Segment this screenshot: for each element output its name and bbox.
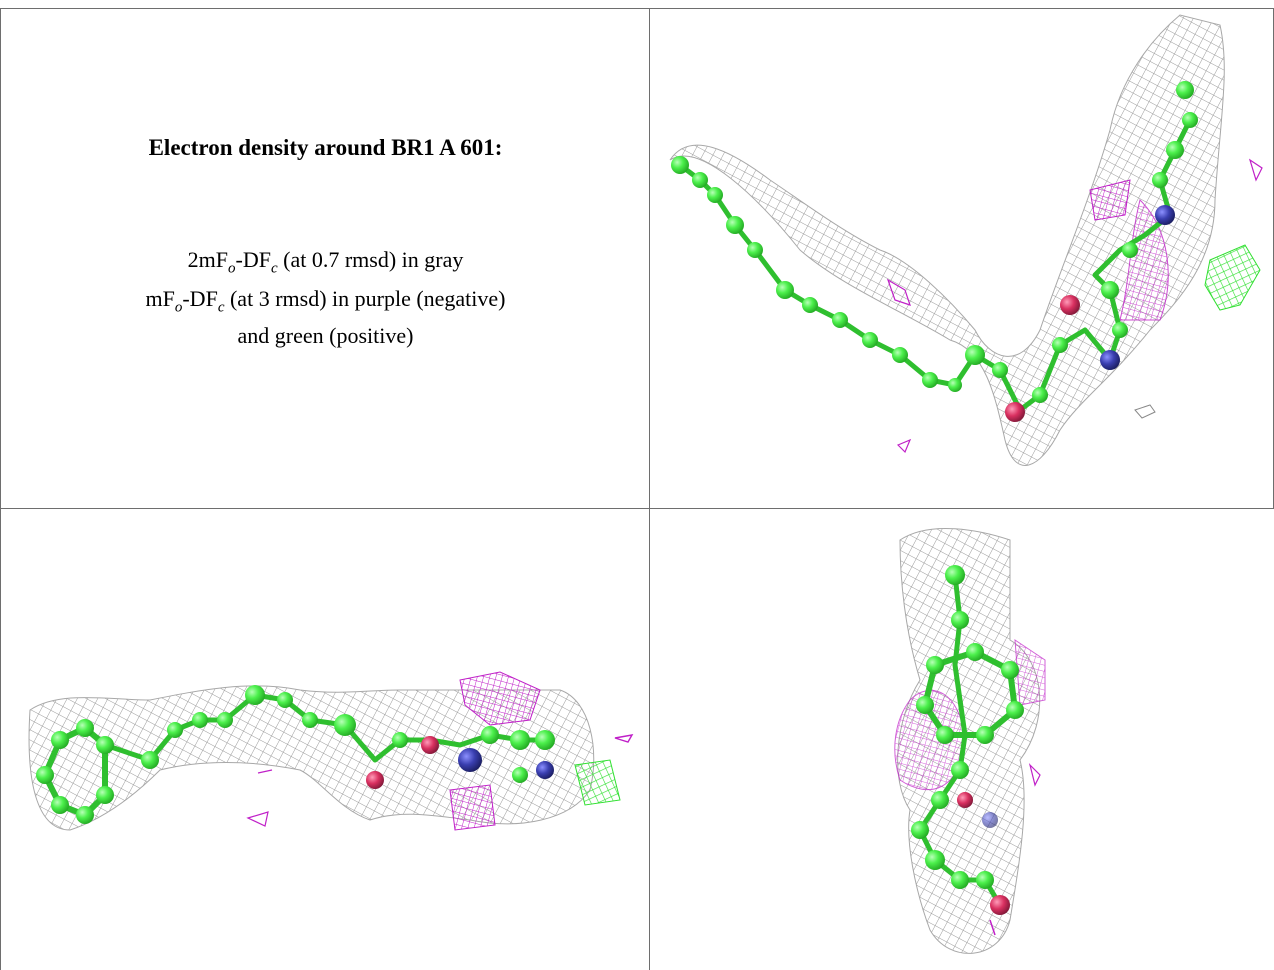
table-border-left	[0, 8, 1, 970]
caption-line-green: and green (positive)	[237, 323, 414, 348]
table-border-top	[0, 8, 1274, 9]
view-bottom-left	[28, 671, 634, 831]
view-bottom-right	[894, 528, 1046, 954]
table-border-row	[0, 508, 1274, 509]
caption-title: Electron density around BR1 A 601:	[148, 135, 503, 160]
table-border-middle	[649, 8, 650, 970]
view-top-right	[669, 14, 1263, 466]
caption-line-gray: 2mFo-DFc (at 0.7 rmsd) in gray	[187, 247, 464, 277]
caption-line-purple: mFo-DFc (at 3 rmsd) in purple (negative)	[145, 286, 506, 316]
caption-cell: Electron density around BR1 A 601: 2mFo-…	[1, 9, 649, 508]
